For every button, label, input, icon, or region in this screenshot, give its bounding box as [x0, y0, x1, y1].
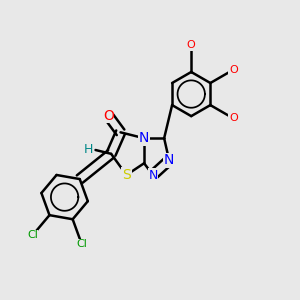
Text: O: O	[229, 65, 238, 75]
Text: O: O	[103, 109, 114, 122]
Text: S: S	[122, 168, 131, 182]
Text: N: N	[139, 131, 149, 145]
Text: H: H	[83, 143, 93, 157]
Text: N: N	[148, 169, 158, 182]
Text: O: O	[187, 40, 196, 50]
Text: Cl: Cl	[27, 230, 38, 241]
Text: N: N	[164, 153, 174, 167]
Text: O: O	[229, 113, 238, 123]
Text: Cl: Cl	[76, 239, 87, 249]
